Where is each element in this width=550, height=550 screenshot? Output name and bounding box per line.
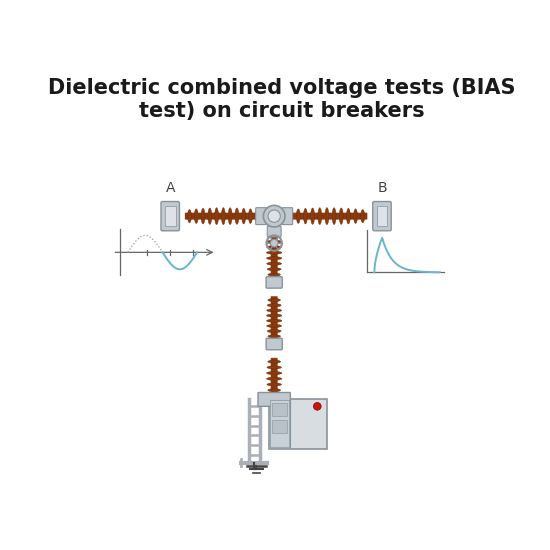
Ellipse shape: [267, 324, 282, 327]
Bar: [165, 206, 175, 226]
FancyBboxPatch shape: [272, 420, 287, 432]
Ellipse shape: [188, 210, 191, 223]
FancyBboxPatch shape: [271, 296, 278, 340]
Ellipse shape: [267, 377, 282, 380]
Ellipse shape: [268, 335, 280, 338]
Ellipse shape: [267, 268, 281, 271]
Ellipse shape: [267, 366, 282, 369]
FancyBboxPatch shape: [267, 226, 281, 237]
FancyBboxPatch shape: [266, 277, 282, 288]
FancyBboxPatch shape: [185, 213, 262, 219]
Ellipse shape: [222, 208, 225, 224]
Ellipse shape: [296, 209, 300, 223]
FancyBboxPatch shape: [287, 213, 367, 219]
Ellipse shape: [318, 208, 322, 224]
Ellipse shape: [194, 209, 198, 223]
Text: Dielectric combined voltage tests (BIAS
test) on circuit breakers: Dielectric combined voltage tests (BIAS …: [48, 78, 516, 121]
Ellipse shape: [249, 209, 252, 223]
Ellipse shape: [354, 209, 358, 223]
Circle shape: [263, 205, 285, 227]
Ellipse shape: [214, 208, 218, 224]
Ellipse shape: [267, 309, 282, 312]
Ellipse shape: [267, 262, 282, 265]
Ellipse shape: [267, 329, 281, 333]
FancyBboxPatch shape: [373, 201, 391, 231]
Circle shape: [268, 210, 280, 222]
Ellipse shape: [267, 240, 281, 243]
Text: A: A: [166, 180, 175, 195]
Ellipse shape: [267, 304, 281, 307]
Ellipse shape: [268, 389, 280, 392]
FancyBboxPatch shape: [282, 208, 293, 224]
Ellipse shape: [267, 257, 282, 260]
Ellipse shape: [235, 208, 239, 224]
Ellipse shape: [228, 208, 232, 224]
Ellipse shape: [242, 208, 246, 224]
Ellipse shape: [267, 383, 282, 386]
Ellipse shape: [325, 208, 329, 224]
FancyBboxPatch shape: [161, 201, 179, 231]
Ellipse shape: [267, 372, 282, 375]
Ellipse shape: [361, 210, 365, 223]
Ellipse shape: [267, 314, 282, 317]
Ellipse shape: [208, 208, 212, 224]
Ellipse shape: [267, 251, 282, 254]
Ellipse shape: [268, 273, 280, 276]
Ellipse shape: [255, 210, 259, 223]
Ellipse shape: [267, 246, 282, 249]
FancyBboxPatch shape: [271, 232, 278, 278]
FancyBboxPatch shape: [258, 393, 290, 406]
Ellipse shape: [332, 208, 336, 224]
Ellipse shape: [268, 360, 280, 363]
Ellipse shape: [289, 210, 293, 223]
Ellipse shape: [267, 319, 282, 322]
FancyBboxPatch shape: [266, 338, 282, 350]
Circle shape: [271, 239, 278, 247]
Ellipse shape: [304, 208, 307, 224]
Ellipse shape: [201, 208, 205, 224]
FancyBboxPatch shape: [272, 403, 287, 416]
Ellipse shape: [311, 208, 315, 224]
Bar: [377, 206, 387, 226]
Circle shape: [314, 403, 321, 410]
FancyBboxPatch shape: [269, 399, 327, 449]
FancyBboxPatch shape: [271, 358, 278, 394]
FancyBboxPatch shape: [256, 208, 267, 224]
Text: B: B: [377, 180, 387, 195]
Ellipse shape: [339, 208, 343, 224]
Ellipse shape: [268, 299, 280, 301]
Ellipse shape: [346, 208, 350, 224]
FancyBboxPatch shape: [271, 400, 289, 447]
Ellipse shape: [268, 235, 280, 238]
